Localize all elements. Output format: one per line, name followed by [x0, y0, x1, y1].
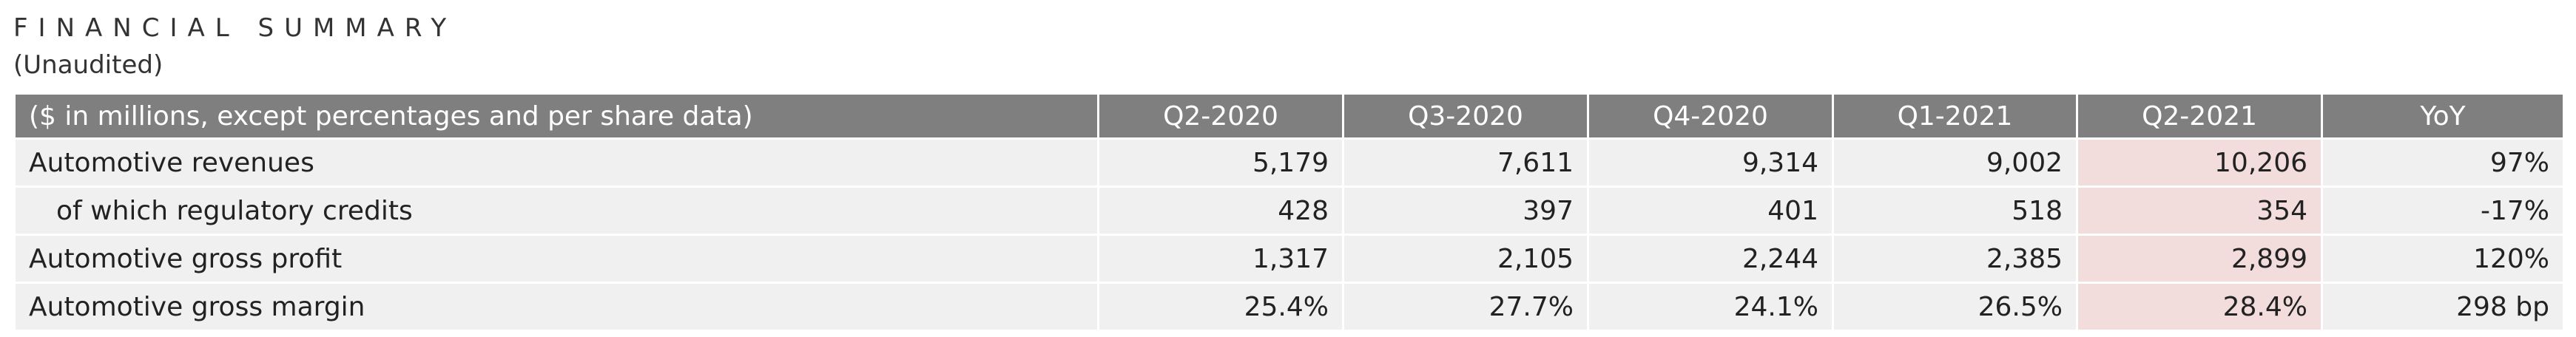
- table-cell: 24.1%: [1587, 282, 1834, 332]
- column-header: Q2-2020: [1097, 92, 1344, 140]
- table-row: Automotive revenues 5,179 7,611 9,314 9,002 1…: [13, 137, 2565, 188]
- table-cell: 97%: [2321, 137, 2565, 188]
- column-header: Q2-2021: [2076, 92, 2323, 140]
- table-cell: 5,179: [1097, 137, 1344, 188]
- column-header: Q4-2020: [1587, 92, 1834, 140]
- table-cell: 9,314: [1587, 137, 1834, 188]
- table-row: Automotive gross profit 1,317 2,105 2,244 2,…: [13, 234, 2565, 284]
- table-cell: 28.4%: [2076, 282, 2323, 332]
- table-cell: 2,899: [2076, 234, 2323, 284]
- row-label: Automotive gross profit: [13, 234, 1099, 284]
- table-cell: 7,611: [1342, 137, 1589, 188]
- table-cell: 298 bp: [2321, 282, 2565, 332]
- column-header: ($ in millions, except percentages and p…: [13, 92, 1099, 140]
- header-row: ($ in millions, except percentages and p…: [13, 92, 2565, 140]
- table-cell: 1,317: [1097, 234, 1344, 284]
- column-header: Q1-2021: [1832, 92, 2078, 140]
- table-cell: 9,002: [1832, 137, 2078, 188]
- summary-table: ($ in millions, except percentages and p…: [13, 92, 2565, 332]
- table-cell: -17%: [2321, 185, 2565, 236]
- table-row: of which regulatory credits 428 397 401 518 3…: [13, 185, 2565, 236]
- row-label: Automotive gross margin: [13, 282, 1099, 332]
- title: FINANCIAL SUMMARY: [13, 13, 457, 43]
- row-label: Automotive revenues: [13, 137, 1099, 188]
- table-cell: 428: [1097, 185, 1344, 236]
- column-header: Q3-2020: [1342, 92, 1589, 140]
- table-cell: 397: [1342, 185, 1589, 236]
- table-cell: 518: [1832, 185, 2078, 236]
- table-row: Automotive gross margin 25.4% 27.7% 24.1% 26…: [13, 282, 2565, 332]
- row-label: of which regulatory credits: [13, 185, 1099, 236]
- table-cell: 26.5%: [1832, 282, 2078, 332]
- table-cell: 27.7%: [1342, 282, 1589, 332]
- table-cell: 401: [1587, 185, 1834, 236]
- table-cell: 120%: [2321, 234, 2565, 284]
- column-header: YoY: [2321, 92, 2565, 140]
- subtitle: (Unaudited): [13, 50, 163, 80]
- table-cell: 354: [2076, 185, 2323, 236]
- table-cell: 2,105: [1342, 234, 1589, 284]
- table-cell: 2,385: [1832, 234, 2078, 284]
- table-cell: 10,206: [2076, 137, 2323, 188]
- table-cell: 25.4%: [1097, 282, 1344, 332]
- table-cell: 2,244: [1587, 234, 1834, 284]
